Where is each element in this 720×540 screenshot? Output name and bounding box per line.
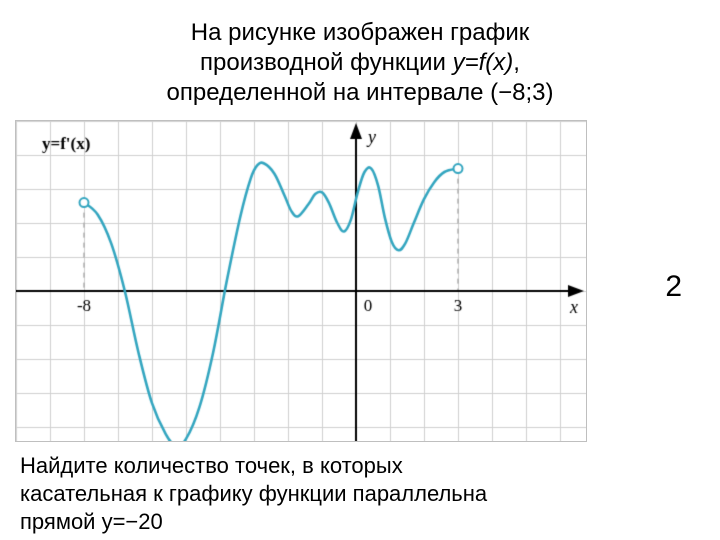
derivative-chart <box>15 120 587 442</box>
title-line-1: На рисунке изображен график <box>191 19 530 46</box>
prompt-line-1: Найдите количество точек, в которых <box>20 453 403 478</box>
answer-value: 2 <box>665 270 682 304</box>
problem-title: На рисунке изображен график производной … <box>0 18 720 108</box>
title-line-2b: , <box>513 49 520 76</box>
prompt-line-2: касательная к графику функции параллельн… <box>20 481 487 506</box>
title-line-2a: производной функции <box>200 49 453 76</box>
title-equation: y=f(x) <box>453 49 514 76</box>
prompt-line-3: прямой y=−20 <box>20 509 163 534</box>
problem-prompt: Найдите количество точек, в которых каса… <box>20 452 700 536</box>
title-line-3: определенной на интервале (−8;3) <box>167 79 554 106</box>
